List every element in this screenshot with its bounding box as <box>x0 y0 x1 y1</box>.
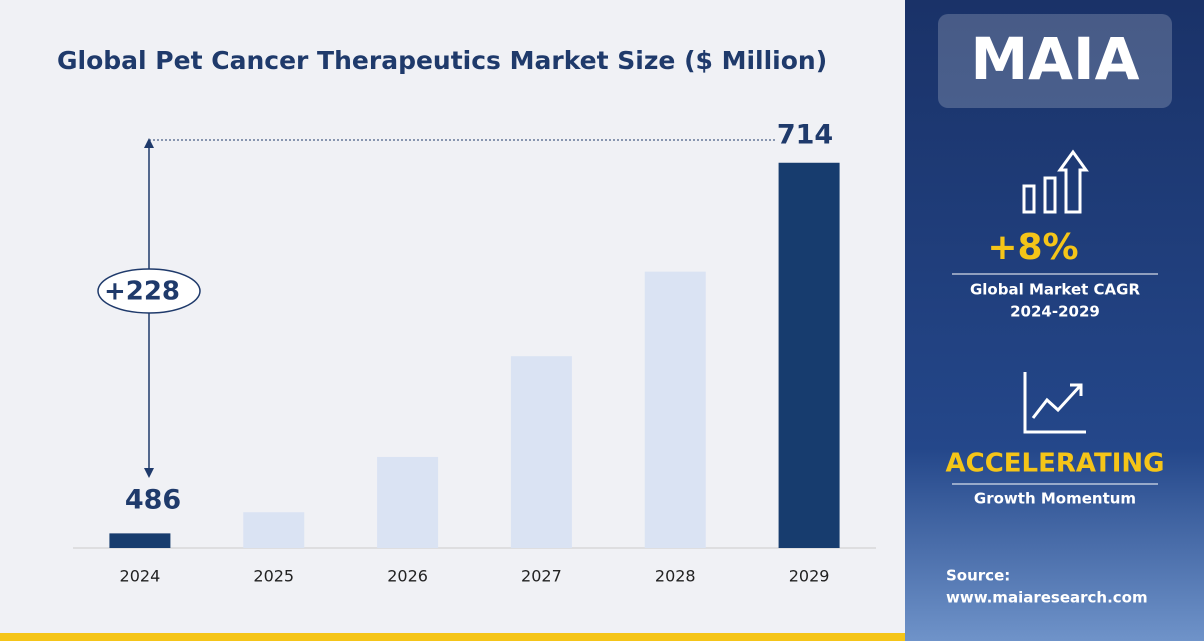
annotation: +228 <box>104 277 180 307</box>
source-label: Source: <box>946 567 1010 585</box>
logo-box <box>938 14 1172 108</box>
chart-title: Global Pet Cancer Therapeutics Market Si… <box>57 46 827 75</box>
bar <box>644 271 706 548</box>
x-tick-label: 2028 <box>655 567 696 586</box>
side-panel <box>905 0 1204 641</box>
cagr-period: 2024-2029 <box>1010 303 1100 321</box>
bar <box>109 533 171 548</box>
cagr-label: Global Market CAGR <box>970 281 1140 299</box>
chart-icon <box>1023 372 1086 434</box>
growth-icon <box>1022 149 1089 214</box>
plot: 2024 2025 2026 2027 2028 2029 <box>109 162 840 586</box>
bar <box>243 512 305 548</box>
x-tick-label: 2026 <box>387 567 428 586</box>
momentum-label: Growth Momentum <box>974 490 1136 508</box>
x-tick-label: 2025 <box>253 567 294 586</box>
x-tick-label: 2027 <box>521 567 562 586</box>
value-label: 714 <box>777 120 833 151</box>
source-url: www.maiaresearch.com <box>946 589 1148 607</box>
value-label: 486 <box>125 485 181 516</box>
bar <box>377 456 439 548</box>
annotation-bubble <box>97 268 201 314</box>
accent-stripe <box>0 633 905 641</box>
x-tick-label: 2029 <box>789 567 830 586</box>
bar <box>510 356 572 548</box>
cagr-value: +8% <box>987 227 1078 268</box>
x-tick-label: 2024 <box>120 567 161 586</box>
momentum-value: ACCELERATING <box>945 449 1164 479</box>
bar <box>778 162 840 549</box>
logo: MAIA <box>970 25 1139 93</box>
